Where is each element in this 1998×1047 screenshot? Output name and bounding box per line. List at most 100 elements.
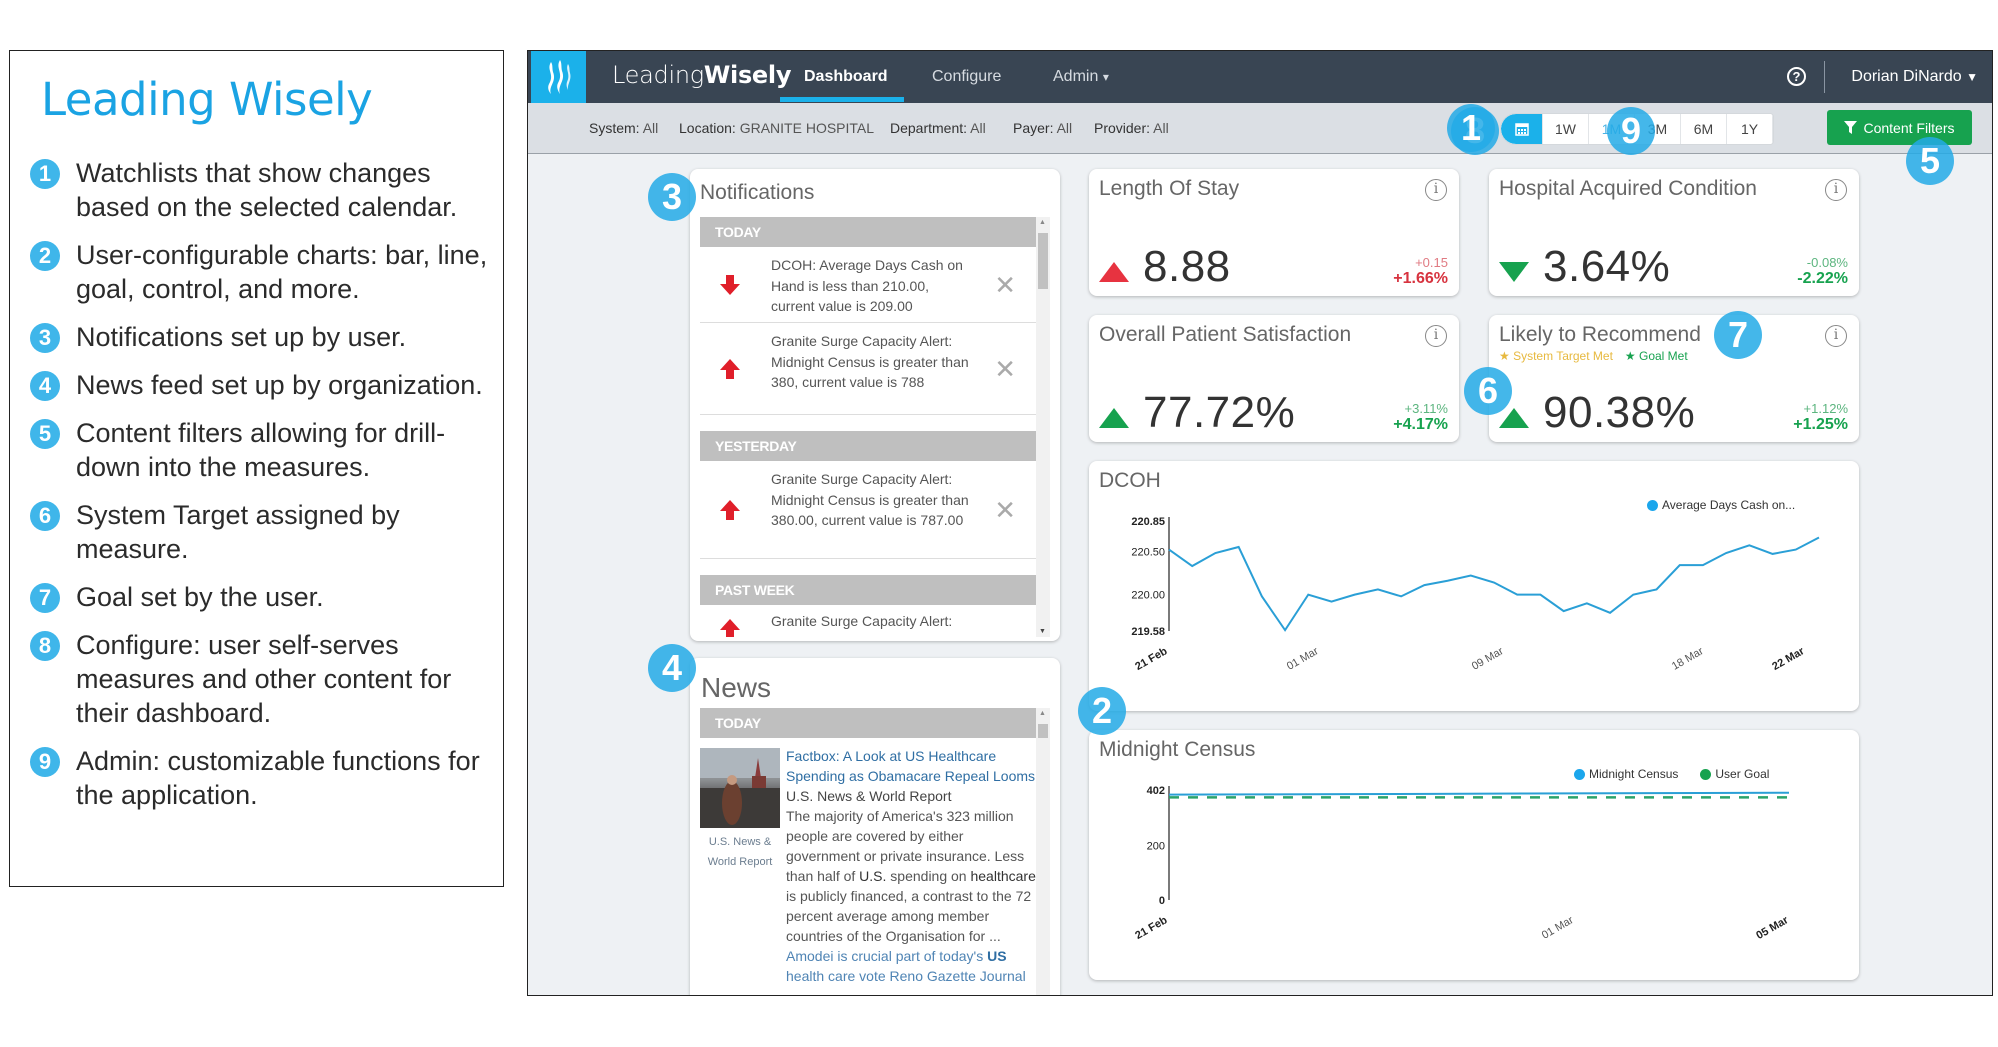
delta-percent: -2.22% <box>1797 270 1848 287</box>
app-logo[interactable] <box>531 51 586 103</box>
kpi-title: Overall Patient Satisfaction <box>1099 323 1352 346</box>
summary-text: is publicly financed, a contrast to the … <box>786 888 1032 944</box>
kpi-title: Length Of Stay <box>1099 177 1240 200</box>
funnel-icon <box>1844 121 1858 134</box>
chart-legend[interactable]: Midnight Census User Goal <box>1574 767 1769 781</box>
brand-name: LeadingWisely <box>612 61 791 89</box>
kpi-card-length-of-stay[interactable]: Length Of Stay i 8.88 +0.15 +1.66% <box>1089 169 1459 296</box>
nav-dashboard[interactable]: Dashboard <box>804 68 888 85</box>
legend-text: Watchlists that show changes based on th… <box>76 158 458 222</box>
svg-text:09 Mar: 09 Mar <box>1470 645 1506 673</box>
legend-label: Midnight Census <box>1589 767 1679 781</box>
section-header-past-week: PAST WEEK <box>700 575 1036 605</box>
user-name: Dorian DiNardo <box>1851 68 1962 85</box>
section-header-today: TODAY <box>700 217 1036 247</box>
user-menu[interactable]: Dorian DiNardo ▼ <box>1851 51 1978 103</box>
number-badge-icon: 9 <box>30 747 60 777</box>
info-icon[interactable]: i <box>1425 325 1447 347</box>
number-badge-icon: 3 <box>30 323 60 353</box>
filter-payer[interactable]: Payer: All <box>1013 103 1072 154</box>
news-headline-link[interactable]: Factbox: A Look at US Healthcare Spendin… <box>786 748 1036 784</box>
legend-text: User-configurable charts: bar, line, goa… <box>76 240 488 304</box>
content-filters-button[interactable]: Content Filters <box>1827 110 1972 145</box>
kpi-card-overall-patient-satisfaction[interactable]: Overall Patient Satisfaction i 77.72% +3… <box>1089 315 1459 442</box>
help-icon[interactable]: ? <box>1787 67 1806 86</box>
arrow-up-icon <box>720 619 740 637</box>
number-badge-icon: 8 <box>30 631 60 661</box>
svg-text:220.50: 220.50 <box>1131 546 1165 558</box>
link-text: health care vote Reno Gazette Journal <box>786 968 1026 984</box>
chart-title: Midnight Census <box>1099 738 1256 761</box>
close-icon[interactable]: ✕ <box>994 494 1016 525</box>
close-icon[interactable]: ✕ <box>994 353 1016 384</box>
kpi-card-likely-to-recommend[interactable]: Likely to Recommend i ★ System Target Me… <box>1489 315 1859 442</box>
midnight-census-chart-card[interactable]: Midnight Census Midnight Census User Goa… <box>1089 730 1859 980</box>
legend-item: 8 Configure: user self-serves measures an… <box>30 628 500 730</box>
kpi-value: 77.72% <box>1143 388 1296 437</box>
legend-text: Admin: customizable functions for the ap… <box>76 746 480 810</box>
news-title: News <box>701 672 772 703</box>
arrow-down-icon <box>720 274 740 295</box>
scrollbar-thumb[interactable] <box>1038 724 1048 738</box>
info-icon[interactable]: i <box>1825 179 1847 201</box>
related-news-link[interactable]: Amodei is crucial part of today's US hea… <box>786 946 1036 986</box>
chart-legend[interactable]: Average Days Cash on... <box>1647 498 1795 512</box>
news-thumbnail-image[interactable] <box>700 748 780 828</box>
news-article[interactable]: U.S. News & World Report Factbox: A Look … <box>700 738 1036 995</box>
trend-up-icon <box>1099 408 1129 428</box>
legend-item: 3 Notifications set up by user. <box>30 320 500 354</box>
notification-item[interactable]: Granite Surge Capacity Alert: Midnight C… <box>700 461 1036 559</box>
calendar-icon <box>1514 123 1529 136</box>
delta-percent: +1.66% <box>1393 270 1448 287</box>
period-1y[interactable]: 1Y <box>1727 114 1773 144</box>
dcoh-line-chart[interactable]: 220.85 220.50 220.00 219.58 21 Feb 01 Mar 09 M… <box>1089 461 1859 711</box>
callout-badge-2: 2 <box>1078 687 1126 735</box>
news-body: Factbox: A Look at US Healthcare Spendin… <box>786 746 1036 986</box>
period-6m[interactable]: 6M <box>1681 114 1727 144</box>
delta-absolute: +1.12% <box>1803 401 1848 416</box>
kpi-delta: +1.12% +1.25% <box>1793 401 1848 434</box>
legend-text: Configure: user self-serves measures and… <box>76 630 452 728</box>
news-feed[interactable]: TODAY U.S. News & World Report Factbox: A… <box>700 708 1050 995</box>
kpi-value: 3.64% <box>1543 242 1671 291</box>
legend-item: 7 Goal set by the user. <box>30 580 500 614</box>
notifications-list[interactable]: TODAY DCOH: Average Days Cash on Hand is… <box>700 217 1050 637</box>
info-icon[interactable]: i <box>1825 325 1847 347</box>
callout-badge-1: 1 <box>1447 104 1495 152</box>
number-badge-icon: 4 <box>30 371 60 401</box>
filter-location[interactable]: Location: GRANITE HOSPITAL <box>679 103 874 154</box>
scroll-up-icon[interactable]: ▲ <box>1039 710 1046 717</box>
scrollbar-thumb[interactable] <box>1038 233 1048 289</box>
notification-item[interactable]: Granite Surge Capacity Alert: <box>700 605 1036 637</box>
kpi-delta: -0.08% -2.22% <box>1797 255 1848 288</box>
nav-admin[interactable]: Admin ▾ <box>1053 51 1109 103</box>
summary-text: spending on <box>886 868 971 884</box>
caption-line: U.S. News & <box>708 836 772 848</box>
news-thumb-caption: U.S. News & World Report <box>700 832 780 872</box>
period-1w[interactable]: 1W <box>1543 114 1589 144</box>
info-icon[interactable]: i <box>1425 179 1447 201</box>
legend-item: 2 User-configurable charts: bar, line, go… <box>30 238 500 306</box>
svg-text:220.00: 220.00 <box>1131 590 1165 602</box>
kpi-card-hospital-acquired-condition[interactable]: Hospital Acquired Condition i 3.64% -0.0… <box>1489 169 1859 296</box>
news-scrollbar[interactable]: ▲ <box>1036 708 1050 995</box>
filter-system[interactable]: System: All <box>589 103 658 154</box>
scroll-up-icon[interactable]: ▲ <box>1039 219 1046 226</box>
dcoh-chart-card[interactable]: DCOH Average Days Cash on... 220.85 220.5… <box>1089 461 1859 711</box>
filter-department[interactable]: Department: All <box>890 103 986 154</box>
filter-key: Provider: <box>1094 120 1151 136</box>
news-summary: The majority of America's 323 million pe… <box>786 806 1036 946</box>
notification-item[interactable]: Granite Surge Capacity Alert: Midnight C… <box>700 323 1036 415</box>
notification-item[interactable]: DCOH: Average Days Cash on Hand is less … <box>700 247 1036 323</box>
scroll-down-icon[interactable]: ▼ <box>1039 628 1046 635</box>
callout-badge-4: 4 <box>648 644 696 692</box>
notifications-scrollbar[interactable]: ▲ ▼ <box>1036 217 1050 637</box>
top-navigation-bar: LeadingWisely Dashboard Configure Admin … <box>528 51 1992 103</box>
nav-configure[interactable]: Configure <box>932 68 1002 85</box>
filter-provider[interactable]: Provider: All <box>1094 103 1169 154</box>
legend-dot-icon <box>1647 499 1658 511</box>
midnight-census-line-chart[interactable]: 402 200 0 21 Feb 01 Mar 05 Mar <box>1089 730 1859 980</box>
close-icon[interactable]: ✕ <box>994 269 1016 300</box>
svg-text:0: 0 <box>1159 895 1165 907</box>
calendar-button[interactable] <box>1501 114 1543 144</box>
